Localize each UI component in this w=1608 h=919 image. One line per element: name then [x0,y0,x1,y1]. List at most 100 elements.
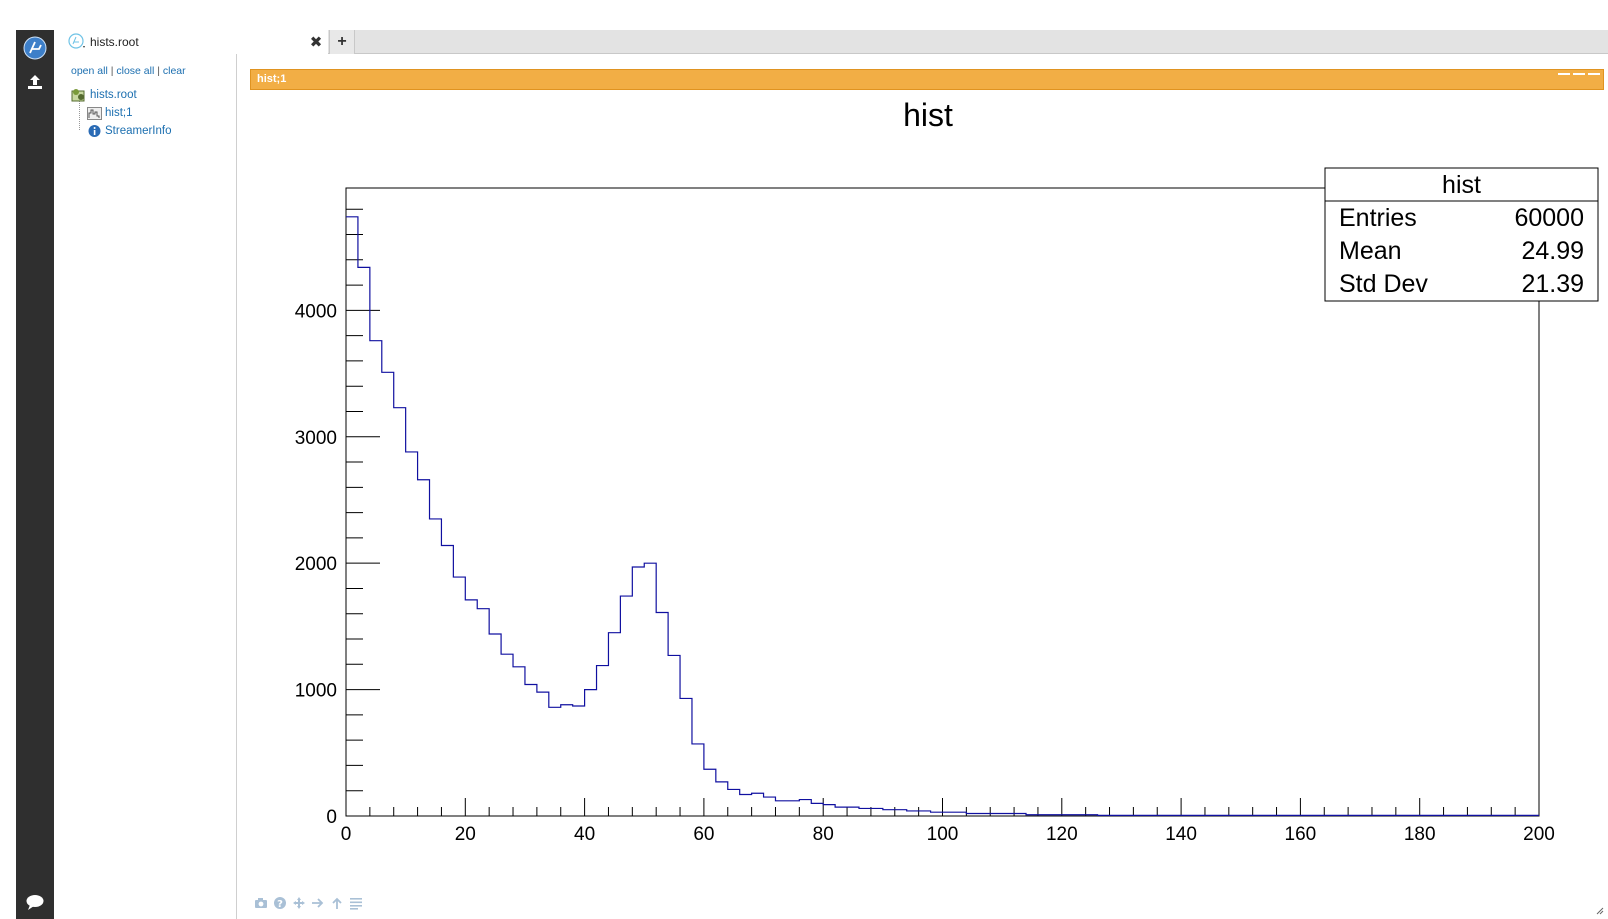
move-icon[interactable] [291,895,307,911]
histogram-bin [1503,815,1515,816]
histogram-bin [1002,813,1014,816]
y-tick-label: 1000 [295,681,337,702]
histogram-icon [87,106,102,120]
histogram-bin [441,545,453,816]
stats-value: 21.39 [1521,270,1584,298]
histogram-bin [1217,815,1229,816]
histogram-bin [954,812,966,816]
histogram-bin [1074,815,1086,816]
chat-icon[interactable] [21,888,49,916]
histogram-bin [931,812,943,816]
stats-value: 24.99 [1521,237,1584,265]
histogram-bin [585,690,597,816]
histogram-bin [561,705,573,816]
histogram-bin [1288,815,1300,816]
histogram-bin [787,801,799,816]
root-logo-icon[interactable] [21,34,49,62]
histogram-bin [608,633,620,816]
histogram-bin [1026,815,1038,816]
maximize-icon[interactable] [1573,73,1585,75]
histogram-bin [847,807,859,816]
x-tick-label: 40 [574,824,595,845]
x-tick-label: 80 [813,824,834,845]
histogram-bin [620,596,632,816]
histogram-bin [680,698,692,816]
file-tree: hists.root hist;1 [71,86,171,140]
x-tick-label: 20 [455,824,476,845]
resize-grip-icon[interactable] [1594,905,1604,915]
clear-link[interactable]: clear [162,65,186,77]
stats-box-frame [1324,167,1599,302]
histogram-bin [1038,815,1050,816]
x-tick-label: 140 [1165,824,1197,845]
open-all-link[interactable]: open all [71,65,108,77]
x-tick-label: 180 [1404,824,1436,845]
tree-item-streamerinfo[interactable]: StreamerInfo [71,122,171,140]
axes: 0 20 40 60 80 100 120 140 160 180 2000100020003000… [295,208,1555,845]
tree-item-label: hists.root [90,89,137,101]
stats-label: Mean [1339,237,1402,265]
histogram-bin [644,563,656,816]
browser-tab-title: hists.root [90,35,139,49]
histogram-canvas[interactable]: hist 0 20 40 60 80 100 120 140 160 180 200 0 1000 200… [250,91,1604,919]
browser-tab[interactable]: hists.root [54,30,237,54]
histogram-bin [740,795,752,816]
minimize-icon[interactable] [1558,73,1570,75]
close-tab-icon[interactable]: ✖ [304,30,328,54]
histogram-bin [1193,815,1205,816]
menu-lines-icon[interactable] [348,895,364,911]
histogram-bin [1086,815,1098,816]
histogram-bin [823,805,835,816]
histogram-bin [1253,815,1265,816]
root-file-tab-icon [68,33,88,51]
stats-label: Std Dev [1339,270,1428,298]
stats-title: hist [1442,171,1481,199]
histogram-bin [1110,815,1122,816]
frame-controls [1558,72,1600,75]
histogram-bin [907,811,919,816]
y-tick-label: 0 [326,807,337,828]
stats-box[interactable]: hist Entries 60000 Mean 24.99 Std Dev 21.39 [1324,167,1599,302]
histogram-bin [1014,813,1026,816]
histogram-bin [394,408,406,816]
histogram-bin [1265,815,1277,816]
tree-item-label: hist;1 [105,107,133,119]
add-tab-icon[interactable]: + [329,30,355,54]
camera-icon[interactable] [253,895,269,911]
tree-guide-line [79,100,80,130]
histogram-bin [597,666,609,816]
histogram-bin [1133,815,1145,816]
arrow-right-icon[interactable] [310,895,326,911]
histogram-bin [1372,815,1384,816]
histogram-bin [465,600,477,816]
histogram-chart[interactable]: hist 0 20 40 60 80 100 120 140 160 180 20001000200… [250,91,1604,891]
tree-item-hist[interactable]: hist;1 [71,104,171,122]
histogram-bin [1181,815,1193,816]
link-separator: | [157,65,160,77]
close-all-link[interactable]: close all [116,65,155,77]
histogram-bin [895,810,907,816]
info-icon [87,124,102,138]
help-icon[interactable]: ? [272,895,288,911]
y-tick-label: 4000 [295,301,337,322]
close-frame-icon[interactable] [1588,73,1600,75]
histogram-bin [537,692,549,816]
histogram-bin [752,793,764,816]
histogram-bin [966,813,978,816]
histogram-bin [656,612,668,816]
histogram-line [346,216,1539,816]
panel-divider[interactable] [236,54,237,919]
histogram-bin [1432,815,1444,816]
arrow-up-icon[interactable] [329,895,345,911]
histogram-bin [811,803,823,816]
histogram-bin [1169,815,1181,816]
histogram-bin [990,813,1002,816]
stats-value: 60000 [1514,204,1584,232]
tree-item-hists-root[interactable]: hists.root [71,86,171,104]
histogram-bin [1324,815,1336,816]
upload-icon[interactable] [21,68,49,96]
frame-title-bar[interactable]: hist;1 [250,69,1604,90]
histogram-bin [1479,815,1491,816]
histogram-bin [1491,815,1503,816]
x-tick-label: 60 [693,824,714,845]
